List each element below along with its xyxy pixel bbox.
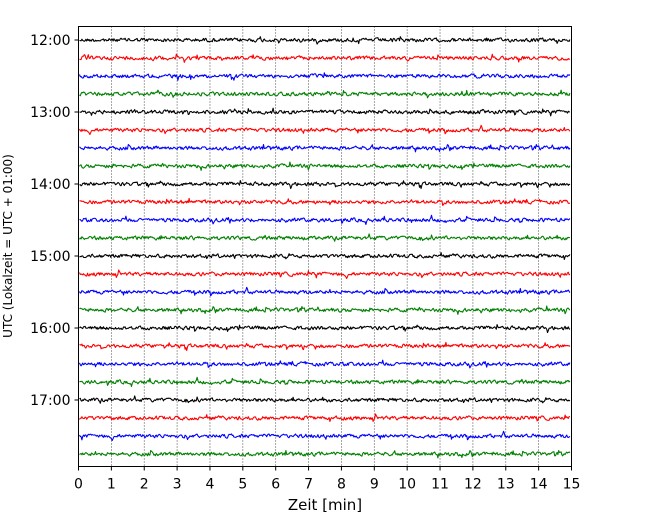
trace-1600 xyxy=(79,324,571,334)
x-tick-label: 6 xyxy=(271,477,280,493)
y-axis-ticks: 12:00 13:00 14:00 15:00 16:00 17:00 xyxy=(30,33,79,409)
trace-1215 xyxy=(79,53,571,63)
x-tick-label: 11 xyxy=(431,477,449,493)
x-tick-label: 1 xyxy=(107,477,116,493)
trace-1345 xyxy=(79,161,571,171)
trace-1645 xyxy=(79,376,571,388)
trace-1545 xyxy=(79,305,571,315)
trace-1300 xyxy=(79,107,570,117)
seismic-traces xyxy=(78,36,571,459)
trace-1230 xyxy=(78,72,571,81)
x-tick-label: 4 xyxy=(206,477,215,493)
x-axis-ticks: 0 1 2 3 4 5 6 7 8 9 10 11 12 13 14 15 xyxy=(74,466,581,493)
trace-1745 xyxy=(79,449,571,459)
trace-1330 xyxy=(79,143,571,153)
trace-1445 xyxy=(79,233,571,242)
x-tick-label: 12 xyxy=(464,477,482,493)
x-tick-label: 3 xyxy=(173,477,182,493)
trace-1715 xyxy=(79,413,570,422)
x-tick-label: 15 xyxy=(563,477,581,493)
trace-1700 xyxy=(79,395,571,404)
trace-1530 xyxy=(79,286,571,297)
y-axis-label: UTC (Lokalzeit = UTC + 01:00) xyxy=(1,154,15,338)
x-tick-label: 10 xyxy=(398,477,416,493)
trace-1315 xyxy=(79,124,571,136)
y-tick-label: 12:00 xyxy=(30,33,70,49)
trace-1430 xyxy=(79,214,571,226)
trace-1630 xyxy=(78,359,571,369)
x-tick-label: 13 xyxy=(497,477,515,493)
y-tick-label: 13:00 xyxy=(30,105,70,121)
trace-1400 xyxy=(79,180,571,190)
x-axis-label: Zeit [min] xyxy=(288,496,362,514)
trace-1200 xyxy=(79,36,571,45)
y-tick-label: 17:00 xyxy=(30,393,70,409)
vertical-grid-lines xyxy=(111,26,539,467)
x-tick-label: 9 xyxy=(370,477,379,493)
y-tick-label: 15:00 xyxy=(30,249,70,265)
trace-1500 xyxy=(79,252,571,260)
x-tick-label: 2 xyxy=(140,477,149,493)
plot-frame xyxy=(78,26,572,467)
y-tick-label: 16:00 xyxy=(30,321,70,337)
trace-1730 xyxy=(79,430,571,442)
trace-1415 xyxy=(79,197,571,206)
trace-1245 xyxy=(79,89,571,99)
y-tick-label: 14:00 xyxy=(30,177,70,193)
x-tick-label: 5 xyxy=(238,477,247,493)
x-tick-label: 14 xyxy=(530,477,548,493)
x-tick-label: 0 xyxy=(74,477,83,493)
trace-1615 xyxy=(79,341,571,352)
x-tick-label: 8 xyxy=(337,477,346,493)
trace-1515 xyxy=(78,269,571,280)
x-tick-label: 7 xyxy=(304,477,313,493)
